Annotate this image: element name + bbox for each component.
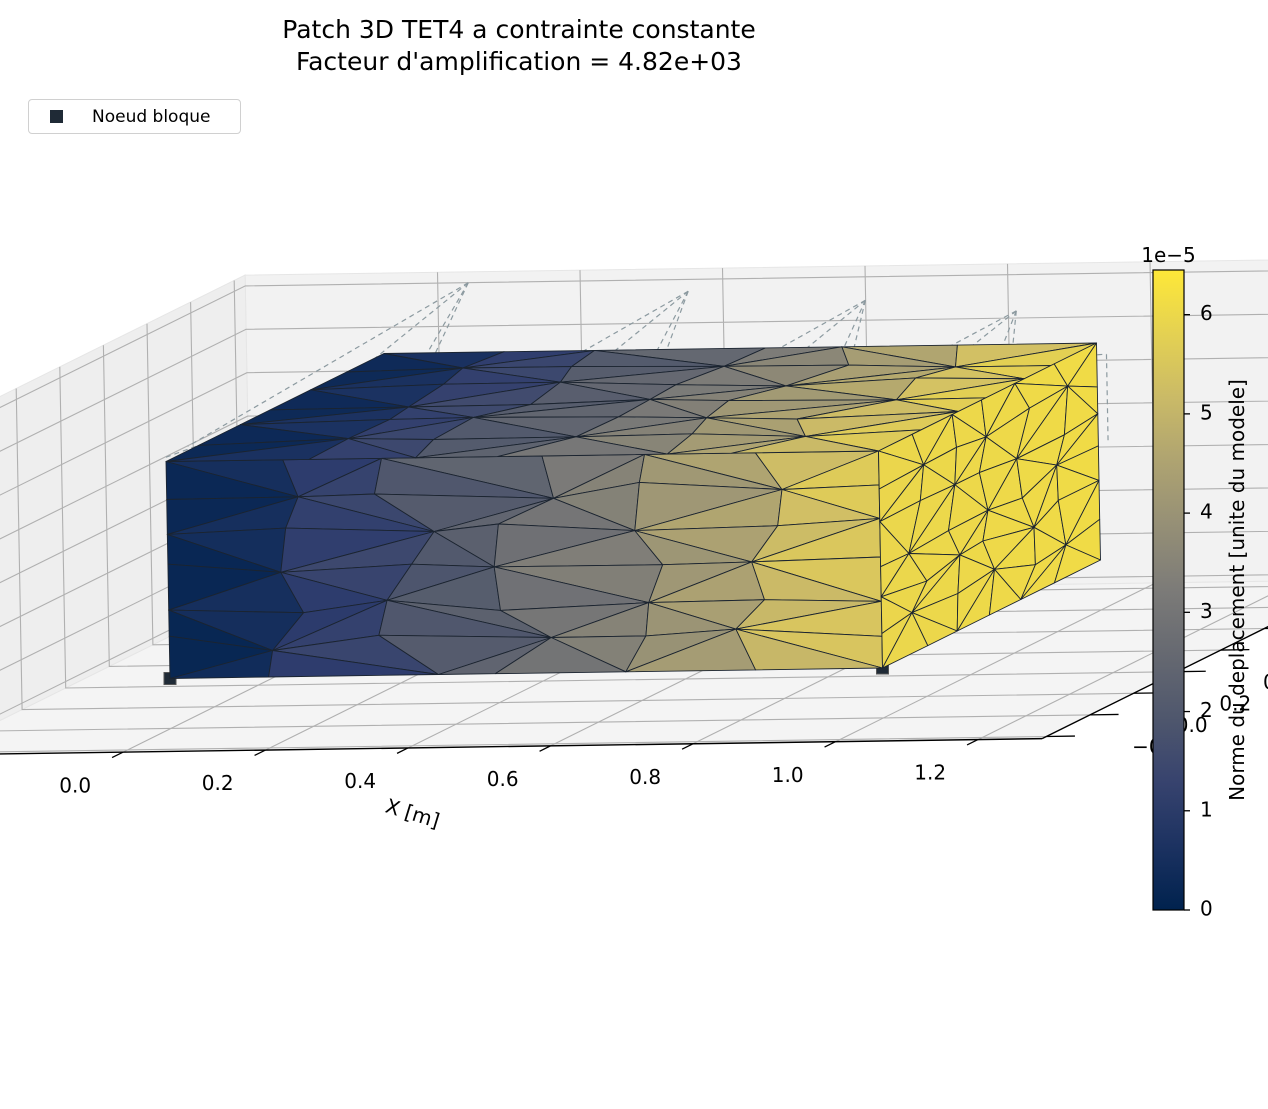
grid-line-y <box>0 714 1091 732</box>
x-tick-label: 0.2 <box>202 771 234 795</box>
colorbar-tick-label: 0 <box>1200 897 1213 921</box>
y-tick-label: 0.2 <box>1219 692 1251 716</box>
legend: Noeud bloque <box>28 99 241 134</box>
x-tick-label: 1.0 <box>772 763 804 787</box>
y-axis-line <box>1041 625 1268 740</box>
undeformed-edge <box>548 290 689 405</box>
x-tick-mark <box>966 738 979 746</box>
chart-title-line-2: Facteur d'amplification = 4.82e+03 <box>296 47 742 76</box>
deformed-mesh <box>165 342 1101 679</box>
axis-lines <box>0 625 1268 759</box>
undeformed-edge <box>1008 310 1017 382</box>
x-tick-mark <box>254 749 266 757</box>
colorbar-tick-label: 2 <box>1200 698 1213 722</box>
mesh-face-right <box>911 612 958 647</box>
x-tick-mark <box>111 751 124 759</box>
undeformed-edge <box>187 282 469 447</box>
y-tick-label: 0.4 <box>1263 670 1268 694</box>
grid-line-z <box>0 270 1268 409</box>
legend-label-blocked-node: Noeud bloque <box>92 106 211 127</box>
colorbar-tick-label: 1 <box>1200 797 1213 821</box>
colorbar-tick-label: 3 <box>1200 599 1213 623</box>
mesh-face-top <box>308 438 417 460</box>
grid-line-x <box>977 595 1268 741</box>
colorbar-tick-label: 5 <box>1200 400 1213 424</box>
x-tick-label: 1.2 <box>914 761 946 785</box>
x-tick-mark <box>396 747 409 754</box>
grid-line-y <box>0 735 1047 753</box>
colorbar-gradient <box>1152 269 1185 911</box>
chart-title: Patch 3D TET4 a contrainte constante Fac… <box>0 14 1038 78</box>
x-axis-label: X [m] <box>383 794 443 833</box>
mesh-face-front <box>735 628 883 671</box>
grid-line-z <box>0 313 1268 452</box>
legend-marker-blocked-node <box>50 110 63 123</box>
mesh-face-top <box>497 436 668 458</box>
colorbar-label: Norme du deplacement [unite du modele] <box>1225 379 1249 801</box>
x-tick-label: 0.8 <box>629 765 661 789</box>
x-tick-mark <box>824 741 836 748</box>
x-tick-label: 0.0 <box>59 773 91 797</box>
x-tick-label: 0.4 <box>344 769 376 793</box>
mesh-face-front <box>494 637 627 675</box>
mesh-face-top <box>731 435 879 454</box>
x-tick-label: 0.6 <box>487 767 519 791</box>
grid-line-y <box>59 366 1178 689</box>
colorbar-tick-label: 6 <box>1200 301 1213 325</box>
x-tick-mark <box>681 743 694 750</box>
mesh-face-right <box>988 568 1022 616</box>
mesh-face-right <box>1054 544 1101 584</box>
undeformed-edge <box>1105 354 1109 442</box>
x-axis-line <box>0 737 1043 755</box>
grid-line-y <box>15 388 1134 711</box>
colorbar-multiplier: 1e−5 <box>1141 243 1196 267</box>
mesh-face-front <box>268 650 439 678</box>
colorbar: 0 1 2 3 4 5 6 1e−5 Norme du deplacement [unite d… <box>1141 243 1249 921</box>
colorbar-tick-label: 4 <box>1200 500 1213 524</box>
x-tick-mark <box>539 745 551 752</box>
chart-title-line-1: Patch 3D TET4 a contrainte constante <box>282 15 756 44</box>
